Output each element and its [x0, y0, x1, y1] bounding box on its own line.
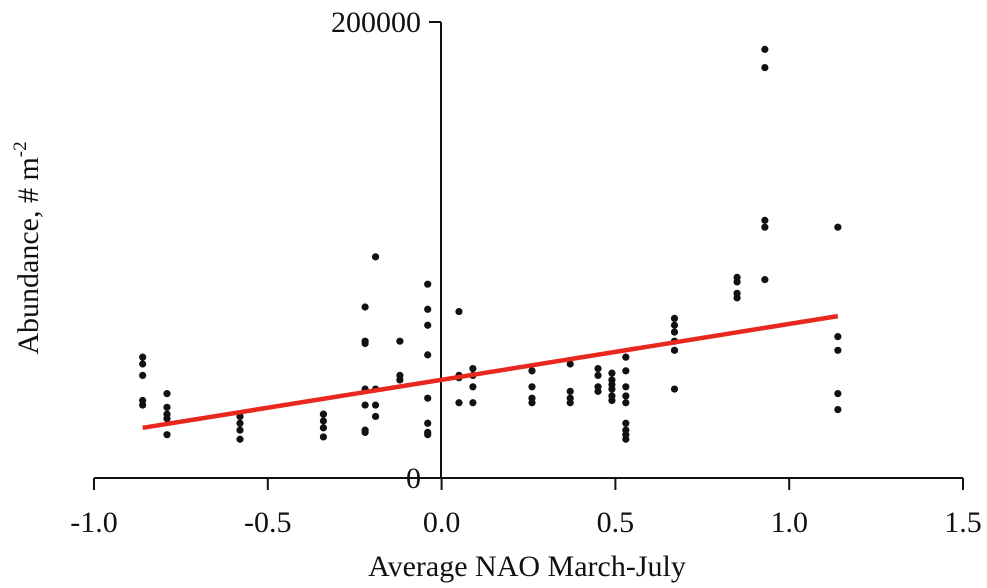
- data-point: [761, 276, 769, 284]
- data-point: [371, 253, 380, 261]
- data-point: [319, 433, 328, 441]
- data-point: [608, 369, 616, 377]
- data-point: [834, 406, 842, 414]
- data-point: [361, 339, 369, 348]
- data-point: [361, 303, 369, 311]
- data-point: [163, 431, 171, 439]
- data-point: [761, 45, 769, 53]
- chart-axes: [94, 22, 963, 479]
- x-tick-label: -0.5: [244, 506, 292, 539]
- data-point: [424, 419, 432, 427]
- x-tick-label: 0.0: [423, 506, 461, 539]
- y-axis-title-text: Abundance, # m: [12, 157, 45, 354]
- trend-line: [142, 313, 839, 431]
- data-point: [608, 396, 616, 405]
- data-point: [761, 216, 769, 224]
- data-point: [834, 346, 842, 354]
- y-axis-title-superscript: -2: [10, 141, 31, 157]
- data-point: [670, 385, 679, 393]
- data-point: [424, 280, 432, 288]
- data-point: [608, 385, 616, 393]
- y-tick-label: 200000: [331, 6, 421, 39]
- data-point: [566, 399, 574, 407]
- data-point: [566, 360, 574, 368]
- data-point: [622, 392, 630, 400]
- data-point: [528, 367, 536, 375]
- data-point: [670, 314, 679, 322]
- data-point: [139, 360, 147, 368]
- data-point: [361, 401, 369, 409]
- x-tick-label: -1.0: [70, 506, 118, 539]
- data-point: [528, 383, 536, 391]
- data-point: [139, 371, 147, 379]
- data-point: [469, 364, 477, 373]
- data-point: [761, 64, 769, 72]
- x-tick-label: 1.0: [770, 506, 808, 539]
- data-point: [236, 419, 244, 427]
- data-point: [622, 383, 630, 391]
- data-point: [424, 321, 432, 329]
- data-point: [371, 412, 380, 421]
- data-point: [424, 394, 432, 402]
- data-point: [594, 387, 602, 395]
- data-point: [670, 328, 679, 336]
- data-point: [622, 419, 630, 427]
- data-point: [163, 403, 171, 411]
- data-point: [163, 390, 171, 398]
- data-point: [469, 383, 477, 391]
- data-point: [834, 390, 842, 398]
- data-point: [361, 428, 369, 436]
- data-point: [761, 223, 769, 231]
- data-point: [455, 307, 463, 316]
- data-point: [733, 294, 741, 302]
- data-point: [396, 337, 404, 345]
- data-point: [371, 401, 380, 409]
- data-point: [396, 376, 404, 384]
- data-point: [594, 371, 602, 379]
- data-point: [733, 278, 741, 286]
- data-point: [236, 426, 244, 434]
- data-point: [528, 399, 536, 407]
- data-point: [670, 346, 679, 354]
- data-point: [319, 424, 328, 432]
- x-tick-label: 1.5: [944, 506, 982, 539]
- data-point: [139, 401, 147, 409]
- data-point: [424, 305, 432, 313]
- data-point: [622, 367, 630, 375]
- x-axis-title: Average NAO March-July: [368, 550, 686, 583]
- data-point: [469, 399, 477, 407]
- data-point: [455, 399, 463, 407]
- data-points: [139, 45, 842, 443]
- data-point: [622, 435, 630, 443]
- data-point: [424, 431, 432, 439]
- data-point: [594, 364, 602, 373]
- data-point: [622, 353, 630, 361]
- data-point: [319, 410, 328, 418]
- data-point: [834, 223, 842, 231]
- y-axis-title: Abundance, # m-2: [10, 141, 45, 354]
- data-point: [670, 321, 679, 329]
- data-point: [163, 415, 171, 423]
- x-tick-label: 0.5: [597, 506, 635, 539]
- data-point: [319, 417, 328, 425]
- data-point: [236, 435, 244, 443]
- data-point: [139, 353, 147, 361]
- x-axis-ticks: -1.0 -0.5 0.0 0.5 1.0 1.5: [70, 478, 982, 539]
- data-point: [566, 387, 574, 395]
- y-axis-ticks: 0 200000: [331, 6, 441, 495]
- y-tick-label: 0: [406, 462, 421, 495]
- data-point: [424, 351, 432, 359]
- data-point: [622, 399, 630, 407]
- data-point: [834, 333, 842, 341]
